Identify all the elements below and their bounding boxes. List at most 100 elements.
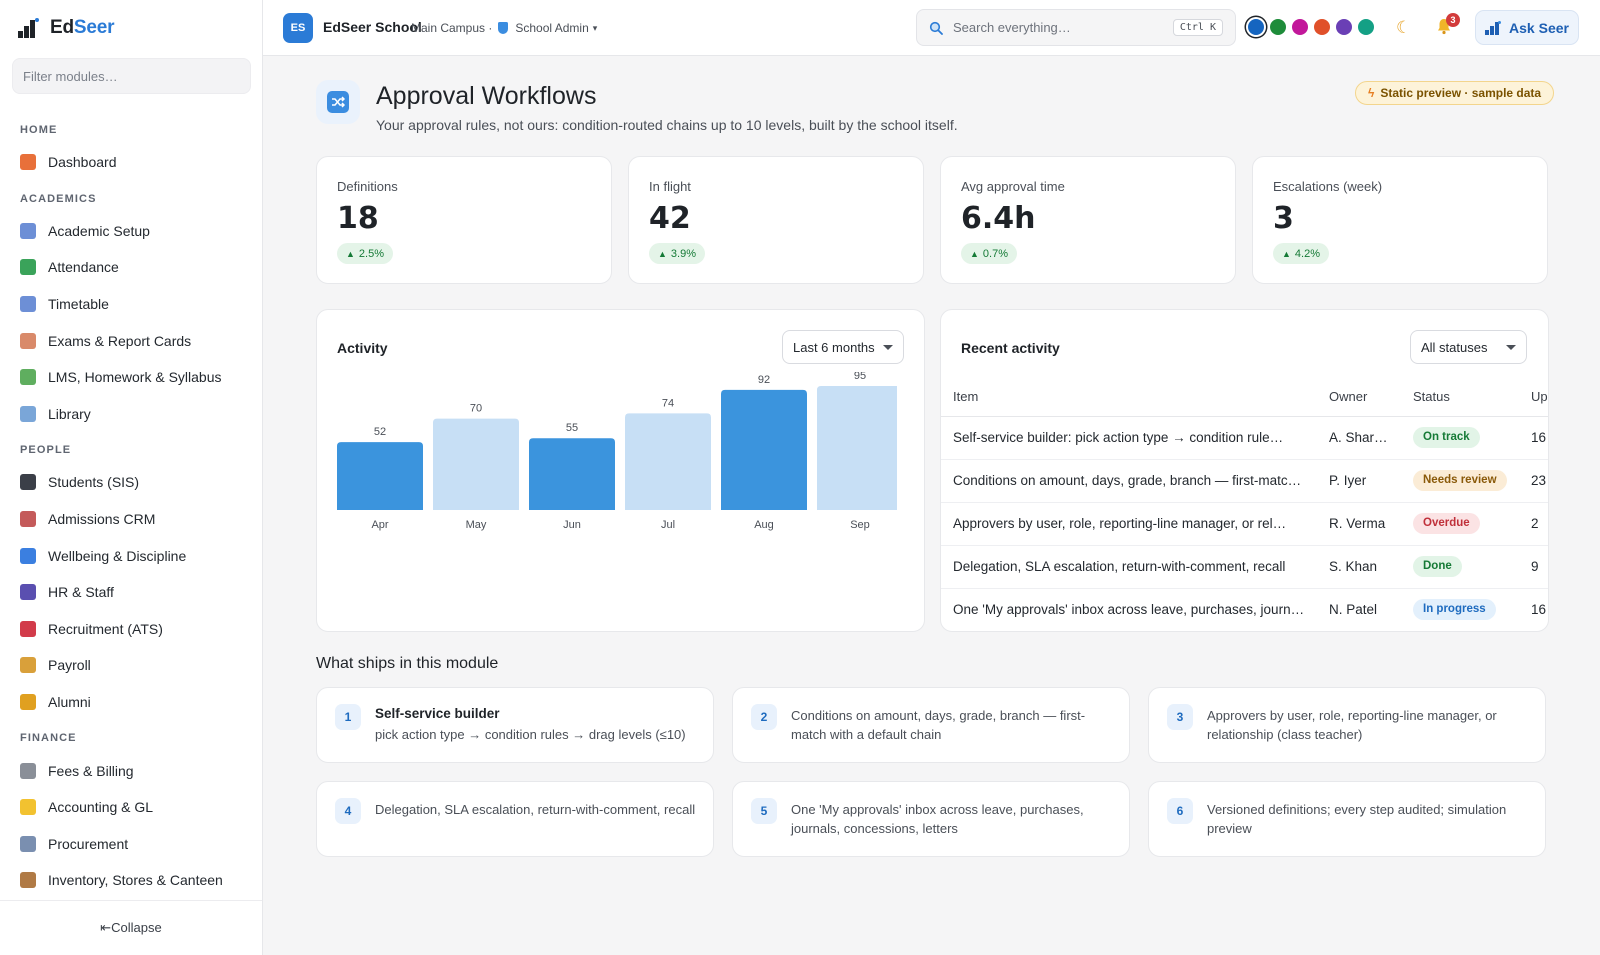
row-item: Conditions on amount, days, grade, branc… (941, 459, 1317, 503)
moon-icon[interactable]: ☾ (1396, 18, 1412, 37)
sidebar-item-inventory-stores-canteen[interactable]: Inventory, Stores & Canteen (0, 862, 262, 899)
row-owner: A. Sharma (1317, 416, 1401, 460)
kpi-label: Escalations (week) (1273, 179, 1383, 194)
sidebar-item-dashboard[interactable]: Dashboard (0, 144, 262, 181)
theme-swatch[interactable] (1358, 19, 1374, 35)
sidebar-item-payroll[interactable]: Payroll (0, 647, 262, 684)
sidebar-item-wellbeing-discipline[interactable]: Wellbeing & Discipline (0, 537, 262, 574)
sidebar-item-procurement[interactable]: Procurement (0, 826, 262, 863)
feature-card: 5 One 'My approvals' inbox across leave, … (732, 781, 1130, 857)
filter-modules-input[interactable]: Filter modules… (12, 58, 251, 94)
chart-bar-apr[interactable] (337, 442, 423, 510)
sidebar-item-label: Accounting & GL (48, 799, 154, 816)
graduation-cap-icon (20, 474, 36, 491)
status-badge: Overdue (1413, 513, 1480, 534)
chart-tick-label: Sep (850, 519, 870, 531)
range-select[interactable]: Last 6 months (782, 330, 904, 364)
sidebar-item-label: LMS, Homework & Syllabus (48, 369, 222, 386)
chart-bar-aug[interactable] (721, 389, 807, 510)
column-header-item[interactable]: Item (941, 378, 1317, 417)
row-item: Approvers by user, role, reporting-line … (941, 502, 1317, 546)
chart-bar-jun[interactable] (529, 438, 615, 510)
table-row[interactable]: Conditions on amount, days, grade, branc… (941, 459, 1548, 503)
feature-number: 2 (751, 704, 777, 730)
row-updated: 9 (1519, 545, 1548, 589)
feature-card: 3 Approvers by user, role, reporting-line… (1148, 687, 1546, 763)
sidebar-item-academic-setup[interactable]: Academic Setup (0, 213, 262, 250)
sidebar-item-label: Admissions CRM (48, 511, 156, 528)
collapse-button[interactable]: ⇤Collapse (0, 900, 262, 955)
chart-bar-sep[interactable] (817, 386, 897, 510)
kpi-card: Avg approval time 6.4h ▲ 0.7% (940, 156, 1236, 284)
sidebar-item-fees-billing[interactable]: Fees & Billing (0, 752, 262, 789)
lightning-icon: ϟ (1368, 86, 1375, 100)
row-item: One 'My approvals' inbox across leave, p… (941, 588, 1317, 631)
open-book-icon (20, 405, 36, 422)
sidebar-item-timetable[interactable]: Timetable (0, 286, 262, 323)
kpi-delta-badge: ▲ 0.7% (961, 243, 1017, 264)
status-filter-value: All statuses (1421, 339, 1488, 355)
range-select-value: Last 6 months (793, 339, 875, 355)
row-status-cell: Needs review (1401, 459, 1519, 503)
brand-logo-icon (18, 18, 40, 38)
school-context[interactable]: Main Campus · School Admin ▾ (411, 21, 597, 35)
theme-swatch[interactable] (1336, 19, 1352, 35)
sidebar-item-label: Wellbeing & Discipline (48, 547, 187, 564)
sidebar-item-lms-homework-syllabus[interactable]: LMS, Homework & Syllabus (0, 359, 262, 396)
feature-number: 3 (1167, 704, 1193, 730)
sidebar-item-accounting-gl[interactable]: Accounting & GL (0, 789, 262, 826)
notifications-button[interactable]: 3 (1435, 13, 1460, 38)
sidebar-item-admissions-crm[interactable]: Admissions CRM (0, 501, 262, 538)
house-icon (20, 154, 36, 171)
recent-activity-card: Recent activity All statuses Item Owner … (940, 309, 1549, 632)
row-updated: 23 (1519, 459, 1548, 503)
kpi-value: 3 (1273, 201, 1294, 236)
row-updated: 16 (1519, 416, 1548, 460)
school-name[interactable]: EdSeer School (323, 19, 422, 35)
table-row[interactable]: Approvers by user, role, reporting-line … (941, 502, 1548, 546)
chart-data-label: 52 (374, 426, 386, 438)
cart-icon (20, 835, 36, 852)
table-row[interactable]: One 'My approvals' inbox across leave, p… (941, 588, 1548, 631)
feature-card: 4 Delegation, SLA escalation, return-with… (316, 781, 714, 857)
table-row[interactable]: Self-service builder: pick action type →… (941, 416, 1548, 460)
sidebar-item-students-sis[interactable]: Students (SIS) (0, 464, 262, 501)
feature-card: 1 Self-service builder pick action type → … (316, 687, 714, 763)
campus-label: Main Campus · (411, 21, 493, 35)
sidebar-item-alumni[interactable]: Alumni (0, 684, 262, 721)
chart-data-label: 92 (758, 374, 770, 386)
ask-seer-button[interactable]: Ask Seer (1475, 10, 1579, 45)
sidebar-item-label: Dashboard (48, 154, 117, 171)
search-input[interactable]: Search everything… Ctrl K (916, 9, 1236, 46)
theme-swatch[interactable] (1248, 19, 1264, 35)
sidebar-item-recruitment-ats[interactable]: Recruitment (ATS) (0, 611, 262, 648)
sidebar-item-library[interactable]: Library (0, 396, 262, 433)
sidebar-item-attendance[interactable]: Attendance (0, 249, 262, 286)
sidebar-item-label: Alumni (48, 694, 91, 711)
theme-swatch[interactable] (1292, 19, 1308, 35)
column-header-owner[interactable]: Owner (1317, 378, 1401, 417)
sidebar-item-hr-staff[interactable]: HR & Staff (0, 574, 262, 611)
column-header-status[interactable]: Status (1401, 378, 1519, 417)
feature-description: pick action type → condition rules → dra… (375, 727, 686, 742)
chart-bar-may[interactable] (433, 418, 519, 510)
chart-tick-label: May (466, 519, 487, 531)
theme-swatch[interactable] (1314, 19, 1330, 35)
brand[interactable]: EdSeer (18, 16, 114, 40)
feature-card: 2 Conditions on amount, days, grade, bran… (732, 687, 1130, 763)
school-avatar[interactable]: ES (283, 13, 313, 43)
kpi-delta-badge: ▲ 4.2% (1273, 243, 1329, 264)
notification-count-badge: 3 (1446, 13, 1460, 27)
preview-badge: ϟ Static preview · sample data (1355, 81, 1555, 105)
feature-number: 6 (1167, 798, 1193, 824)
status-filter-select[interactable]: All statuses (1410, 330, 1527, 364)
theme-swatch[interactable] (1270, 19, 1286, 35)
sidebar-item-exams-report-cards[interactable]: Exams & Report Cards (0, 322, 262, 359)
column-header-updated[interactable]: Up (1519, 378, 1548, 417)
brand-name: EdSeer (50, 17, 114, 39)
row-status-cell: On track (1401, 416, 1519, 460)
books-icon (20, 369, 36, 386)
features-title: What ships in this module (316, 655, 499, 672)
table-row[interactable]: Delegation, SLA escalation, return-with-… (941, 545, 1548, 589)
chart-bar-jul[interactable] (625, 413, 711, 510)
